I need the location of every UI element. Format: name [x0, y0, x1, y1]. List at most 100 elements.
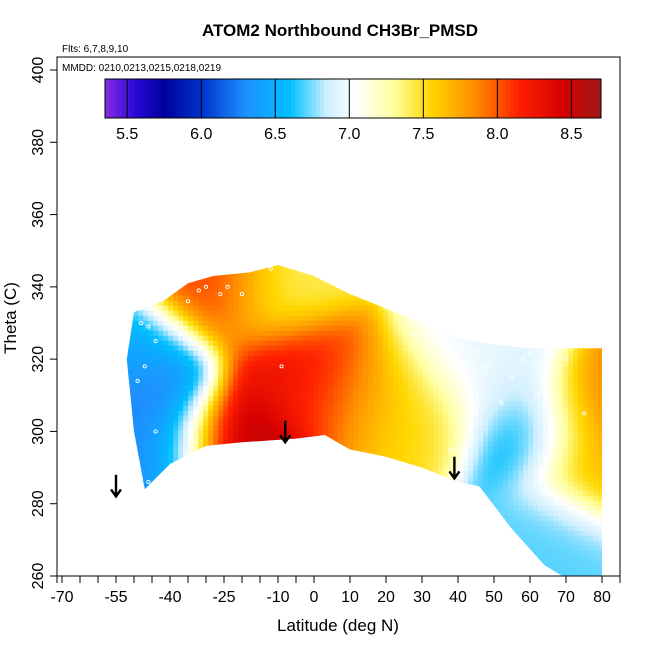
heatmap-cell: [198, 510, 204, 517]
heatmap-cell: [198, 440, 204, 447]
heatmap-cell: [198, 280, 204, 287]
heatmap-cell: [473, 420, 479, 427]
heatmap-cell: [453, 545, 459, 552]
heatmap-cell: [453, 390, 459, 397]
heatmap-cell: [313, 265, 319, 267]
heatmap-cell: [203, 560, 209, 567]
heatmap-cell: [253, 335, 259, 342]
heatmap-cell: [403, 530, 409, 537]
heatmap-cell: [198, 480, 204, 487]
heatmap-cell: [268, 340, 274, 347]
heatmap-cell: [243, 370, 249, 377]
heatmap-cell: [368, 295, 374, 302]
heatmap-cell: [368, 350, 374, 357]
heatmap-cell: [493, 365, 499, 372]
heatmap-cell: [323, 285, 329, 292]
heatmap-cell: [123, 256, 129, 262]
heatmap-cell: [283, 450, 289, 457]
heatmap-cell: [433, 345, 439, 352]
heatmap-cell: [293, 450, 299, 457]
heatmap-cell: [368, 275, 374, 282]
heatmap-cell: [148, 275, 154, 282]
heatmap-cell: [348, 470, 354, 477]
heatmap-cell: [283, 365, 289, 372]
heatmap-cell: [288, 530, 294, 537]
heatmap-cell: [408, 251, 414, 257]
heatmap-cell: [193, 440, 199, 447]
heatmap-cell: [458, 460, 464, 467]
heatmap-cell: [133, 470, 139, 477]
heatmap-cell: [173, 385, 179, 392]
heatmap-cell: [126, 405, 129, 412]
heatmap-cell: [158, 445, 164, 452]
heatmap-cell: [488, 520, 494, 527]
heatmap-cell: [243, 395, 249, 402]
heatmap-cell: [368, 480, 374, 487]
heatmap-cell: [258, 350, 264, 357]
heatmap-cell: [403, 400, 409, 407]
heatmap-cell: [308, 360, 314, 367]
heatmap-cell: [313, 315, 319, 322]
heatmap-cell: [408, 265, 414, 272]
heatmap-cell: [398, 330, 404, 337]
heatmap-cell: [393, 445, 399, 452]
heatmap-cell: [378, 480, 384, 487]
heatmap-cell: [318, 315, 324, 322]
heatmap-cell: [313, 395, 319, 402]
heatmap-cell: [218, 575, 224, 576]
heatmap-cell: [483, 455, 489, 462]
heatmap-cell: [368, 290, 374, 297]
heatmap-cell: [378, 525, 384, 532]
heatmap-cell: [488, 355, 494, 362]
heatmap-cell: [433, 410, 439, 417]
heatmap-cell: [173, 480, 179, 487]
heatmap-cell: [126, 290, 129, 297]
heatmap-cell: [283, 340, 289, 347]
heatmap-cell: [258, 540, 264, 547]
heatmap-cell: [423, 280, 429, 287]
heatmap-cell: [158, 355, 164, 362]
heatmap-cell: [168, 405, 174, 412]
heatmap-cell: [438, 355, 444, 362]
heatmap-cell: [428, 385, 434, 392]
heatmap-cell: [318, 445, 324, 452]
heatmap-cell: [343, 345, 349, 352]
heatmap-cell: [328, 315, 334, 322]
heatmap-cell: [198, 560, 204, 567]
heatmap-cell: [288, 570, 294, 576]
heatmap-cell: [283, 460, 289, 467]
heatmap-cell: [258, 465, 264, 472]
heatmap-cell: [463, 270, 469, 277]
heatmap-cell: [128, 550, 134, 557]
heatmap-cell: [143, 340, 149, 347]
heatmap-cell: [468, 310, 474, 317]
heatmap-cell: [408, 480, 414, 487]
heatmap-cell: [223, 415, 229, 422]
heatmap-cell: [433, 480, 439, 487]
heatmap-cell: [383, 430, 389, 437]
heatmap-cell: [273, 285, 279, 292]
heatmap-cell: [193, 325, 199, 332]
heatmap-cell: [393, 315, 399, 322]
heatmap-cell: [163, 400, 169, 407]
heatmap-cell: [148, 520, 154, 527]
heatmap-cell: [333, 435, 339, 442]
heatmap-cell: [343, 295, 349, 302]
heatmap-cell: [243, 251, 249, 257]
heatmap-cell: [333, 315, 339, 322]
heatmap-cell: [418, 415, 424, 422]
heatmap-cell: [498, 455, 504, 462]
heatmap-cell: [483, 280, 489, 287]
heatmap-cell: [178, 280, 184, 287]
heatmap-cell: [333, 400, 339, 407]
heatmap-cell: [368, 575, 374, 576]
heatmap-cell: [348, 525, 354, 532]
heatmap-cell: [368, 315, 374, 322]
heatmap-cell: [288, 485, 294, 492]
heatmap-cell: [303, 535, 309, 542]
heatmap-cell: [133, 380, 139, 387]
heatmap-cell: [248, 285, 254, 292]
heatmap-cell: [373, 270, 379, 277]
heatmap-cell: [453, 265, 459, 272]
heatmap-cell: [198, 565, 204, 572]
